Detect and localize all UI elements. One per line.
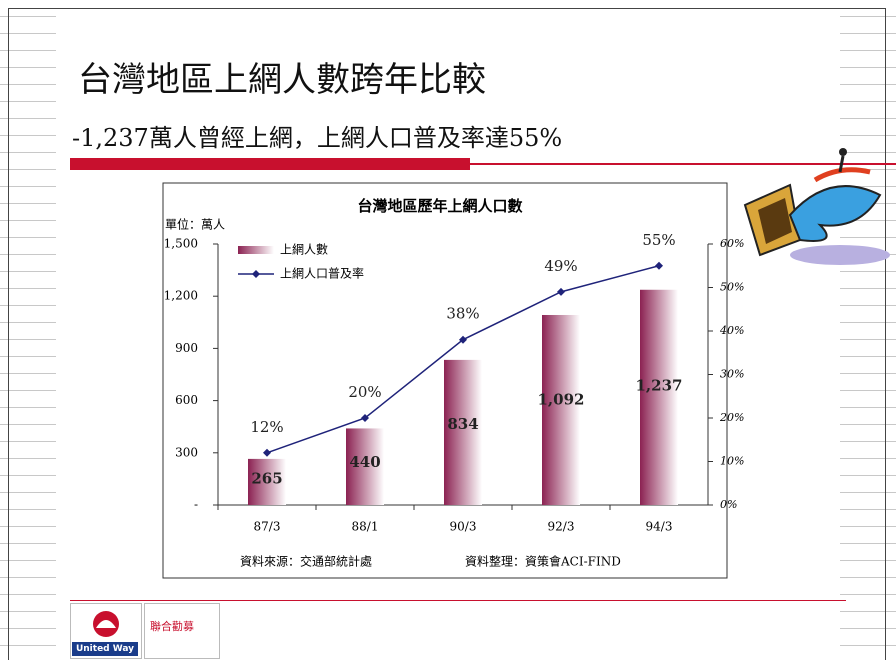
y2-tick-label: 50% bbox=[720, 281, 744, 294]
x-tick-label: 88/1 bbox=[352, 520, 379, 534]
y-tick-label: 1,500 bbox=[164, 237, 198, 251]
line-value-label: 55% bbox=[642, 231, 675, 249]
bar-value-label: 1,092 bbox=[538, 390, 585, 408]
bar-value-label: 265 bbox=[251, 470, 282, 488]
legend-label: 上網人口普及率 bbox=[280, 266, 364, 281]
chart: 台灣地區歷年上網人口數 單位：萬人 資料來源：交通部統計處 資料整理：資策會AC… bbox=[0, 0, 896, 660]
y-axis-label: 單位：萬人 bbox=[165, 217, 225, 232]
line-value-label: 38% bbox=[446, 305, 479, 323]
bar bbox=[542, 315, 580, 505]
y2-tick-label: 10% bbox=[720, 455, 744, 468]
x-tick-label: 87/3 bbox=[254, 520, 281, 534]
bar-value-label: 1,237 bbox=[636, 377, 683, 395]
bar-value-label: 440 bbox=[349, 453, 380, 471]
y-tick-label: 600 bbox=[175, 393, 198, 407]
bar bbox=[640, 290, 678, 505]
y2-tick-label: 20% bbox=[719, 411, 744, 424]
source: 資料來源：交通部統計處 bbox=[240, 554, 372, 569]
source: 資料整理：資策會ACI-FIND bbox=[465, 554, 621, 569]
legend-label: 上網人數 bbox=[280, 243, 328, 257]
y-tick-label: 1,200 bbox=[164, 289, 198, 303]
y-tick-label: 300 bbox=[175, 445, 198, 459]
y2-tick-label: 30% bbox=[720, 368, 744, 381]
y2-tick-label: 60% bbox=[720, 237, 744, 250]
legend-swatch bbox=[238, 246, 274, 254]
bar-value-label: 834 bbox=[447, 415, 478, 433]
x-tick-label: 94/3 bbox=[646, 520, 673, 534]
y2-tick-label: 0% bbox=[720, 498, 737, 511]
x-tick-label: 90/3 bbox=[450, 520, 477, 534]
chart-title: 台灣地區歷年上網人口數 bbox=[357, 197, 522, 215]
line-value-label: 12% bbox=[250, 418, 283, 436]
line-value-label: 49% bbox=[544, 257, 577, 275]
y2-tick-label: 40% bbox=[719, 324, 744, 337]
slide: 台灣地區上網人數跨年比較 -1,237萬人曾經上網，上網人口普及率達55% Un… bbox=[0, 0, 896, 660]
y-tick-label: - bbox=[194, 498, 198, 512]
x-tick-label: 92/3 bbox=[548, 520, 575, 534]
y-tick-label: 900 bbox=[175, 341, 198, 355]
clipart bbox=[745, 148, 890, 265]
line-value-label: 20% bbox=[348, 383, 381, 401]
